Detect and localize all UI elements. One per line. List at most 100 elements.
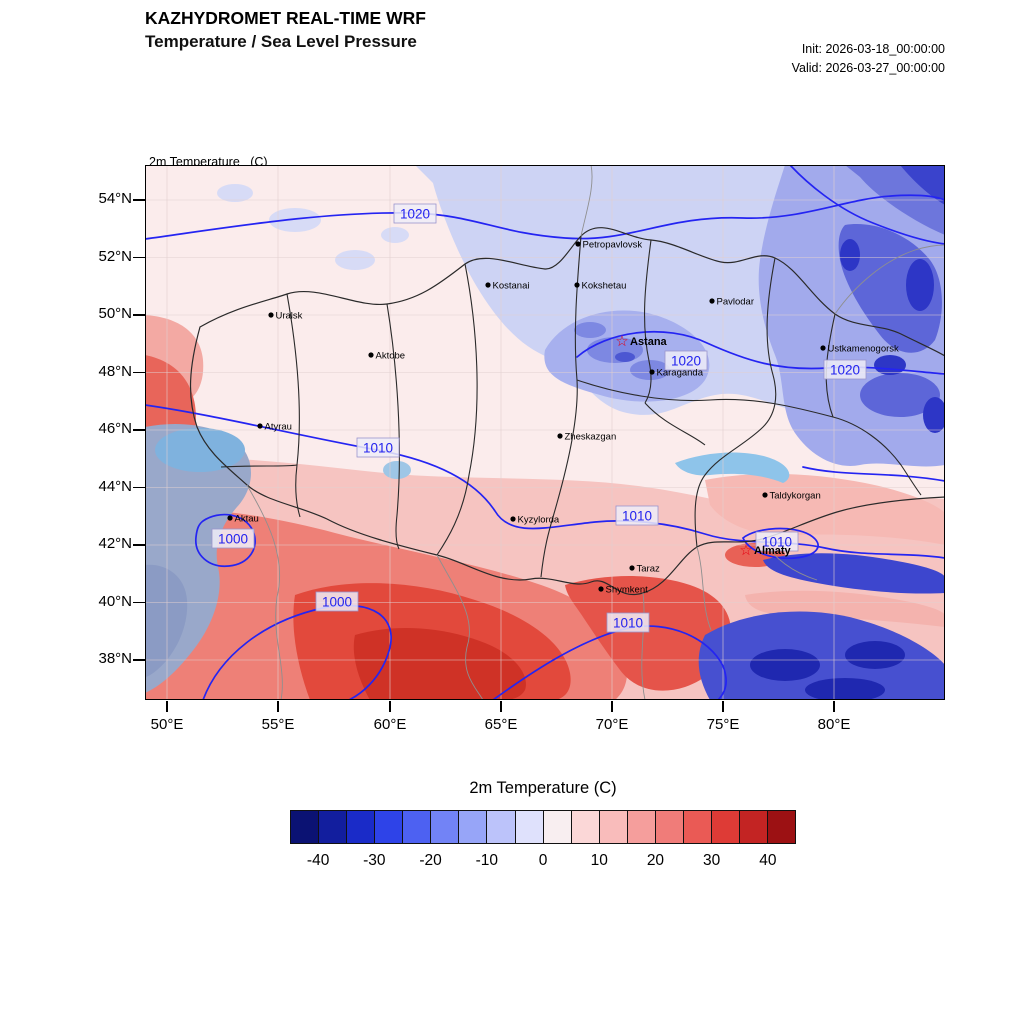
city-dot-icon	[820, 345, 826, 351]
lat-tick-label: 54°N	[98, 190, 132, 207]
pressure-label-text: 1020	[400, 207, 430, 222]
pressure-contours	[145, 165, 945, 700]
colorbar-segment	[682, 811, 711, 843]
colorbar-segment	[291, 811, 319, 843]
lat-tick-mark	[133, 314, 145, 316]
lon-tick-mark	[833, 701, 835, 712]
lon-tick-mark	[277, 701, 279, 712]
colorbar-segment	[346, 811, 375, 843]
city-dot-icon	[709, 298, 715, 304]
city-marker-petropavlovsk: Petropavlovsk	[575, 240, 642, 251]
colorbar-segment	[626, 811, 655, 843]
colorbar-tick-label: -10	[475, 852, 498, 869]
city-marker-aktau: Aktau	[227, 514, 259, 525]
lat-tick-mark	[133, 199, 145, 201]
colorbar-segment	[402, 811, 431, 843]
colorbar-tick-labels: -40 -30 -20 -10 0 10 20 30 40	[290, 852, 796, 874]
city-label: Aktau	[235, 514, 259, 525]
lon-tick-label: 65°E	[484, 716, 518, 733]
city-marker-karaganda: Karaganda	[649, 368, 704, 379]
city-marker-zheskazgan: Zheskazgan	[557, 432, 616, 443]
city-marker-pavlodar: Pavlodar	[709, 297, 754, 308]
city-marker-aktobe: Aktobe	[368, 351, 405, 362]
colorbar-tick-label: 0	[538, 852, 548, 869]
colorbar-tick-label: -30	[363, 852, 386, 869]
colorbar-segment	[570, 811, 599, 843]
lat-tick-mark	[133, 371, 145, 374]
colorbar-segment	[318, 811, 347, 843]
colorbar-segment	[767, 811, 796, 843]
pressure-label-text: 1010	[363, 441, 393, 456]
init-time: Init: 2026-03-18_00:00:00	[801, 42, 945, 56]
region-borders	[189, 165, 945, 700]
city-label: Petropavlovsk	[583, 240, 643, 251]
city-marker-ustkamenogorsk: Ustkamenogorsk	[820, 344, 899, 355]
colorbar-tick-label: -20	[419, 852, 442, 869]
lat-tick-label: 50°N	[98, 305, 132, 322]
lon-tick-label: 75°E	[706, 716, 740, 733]
pressure-label: 1010	[356, 437, 400, 458]
pressure-label: 1020	[823, 359, 867, 380]
lat-tick-mark	[133, 601, 145, 604]
capital-star-icon: ☆	[739, 542, 752, 559]
colorbar-segment	[710, 811, 739, 843]
pressure-label: 1020	[664, 350, 708, 371]
valid-time: Valid: 2026-03-27_00:00:00	[791, 60, 945, 75]
city-label: Shymkent	[606, 585, 649, 596]
city-label: Taraz	[637, 564, 660, 575]
city-label: Kostanai	[493, 281, 530, 292]
city-dot-icon	[268, 312, 274, 318]
colorbar-segment	[514, 811, 543, 843]
temperature-field	[145, 165, 945, 700]
weather-map-canvas: 1020 1020 1020 1010 1010 1010 1000 1000 1010 Pet…	[145, 165, 945, 700]
lon-tick-mark	[389, 701, 391, 712]
lat-tick-mark	[133, 429, 145, 431]
header-titles: KAZHYDROMET REAL-TIME WRF Temperature / …	[145, 8, 426, 52]
lat-tick-label: 42°N	[98, 535, 132, 552]
colorbar-segment	[374, 811, 403, 843]
city-label: Astana	[630, 336, 668, 348]
city-label: Ustkamenogorsk	[828, 344, 900, 355]
city-label: Kokshetau	[582, 281, 627, 292]
colorbar-segment	[654, 811, 683, 843]
lon-tick-mark	[500, 701, 502, 712]
page-title: KAZHYDROMET REAL-TIME WRF	[145, 8, 426, 28]
pressure-label-text: 1000	[218, 532, 248, 547]
pressure-label: 1000	[315, 591, 359, 612]
lat-tick-label: 52°N	[98, 247, 132, 265]
city-marker-shymkent: Shymkent	[598, 585, 648, 596]
page-subtitle: Temperature / Sea Level Pressure	[145, 32, 417, 51]
pressure-label: 1000	[211, 528, 255, 549]
city-marker-kokshetau: Kokshetau	[574, 281, 626, 292]
pressure-label: 1010	[606, 612, 650, 633]
city-label: Almaty	[754, 545, 792, 557]
city-label: Uralsk	[276, 311, 303, 322]
city-label: Kyzylorda	[518, 515, 560, 526]
city-dot-icon	[257, 423, 263, 429]
city-marker-kyzylorda: Kyzylorda	[510, 515, 560, 526]
city-marker-taldykorgan: Taldykorgan	[762, 491, 821, 502]
pressure-label-text: 1010	[613, 616, 643, 631]
weather-map: 1020 1020 1020 1010 1010 1010 1000 1000 1010 Pet…	[145, 165, 945, 700]
run-info: Init: 2026-03-18_00:00:00 Valid: 2026-03…	[792, 40, 945, 78]
colorbar-tick-label: 40	[759, 852, 777, 869]
lat-tick-label: 44°N	[98, 477, 132, 495]
lon-tick-label: 55°E	[261, 716, 295, 733]
lat-tick-label: 40°N	[98, 592, 132, 610]
temperature-colorbar	[290, 810, 796, 844]
city-dot-icon	[557, 433, 563, 439]
colorbar-segment	[458, 811, 487, 843]
city-dot-icon	[485, 282, 491, 288]
city-label: Karaganda	[657, 368, 704, 379]
pressure-label: 1010	[755, 531, 799, 552]
lon-tick-mark	[611, 701, 613, 712]
lon-tick-label: 70°E	[595, 716, 629, 733]
lon-tick-mark	[722, 701, 724, 712]
lat-tick-label: 46°N	[98, 420, 132, 437]
lon-tick-mark	[166, 701, 168, 712]
city-dot-icon	[598, 586, 604, 592]
city-dot-icon	[227, 515, 233, 521]
capital-star-icon: ☆	[615, 333, 628, 350]
lat-tick-mark	[133, 659, 145, 661]
pressure-label-text: 1000	[322, 595, 352, 610]
